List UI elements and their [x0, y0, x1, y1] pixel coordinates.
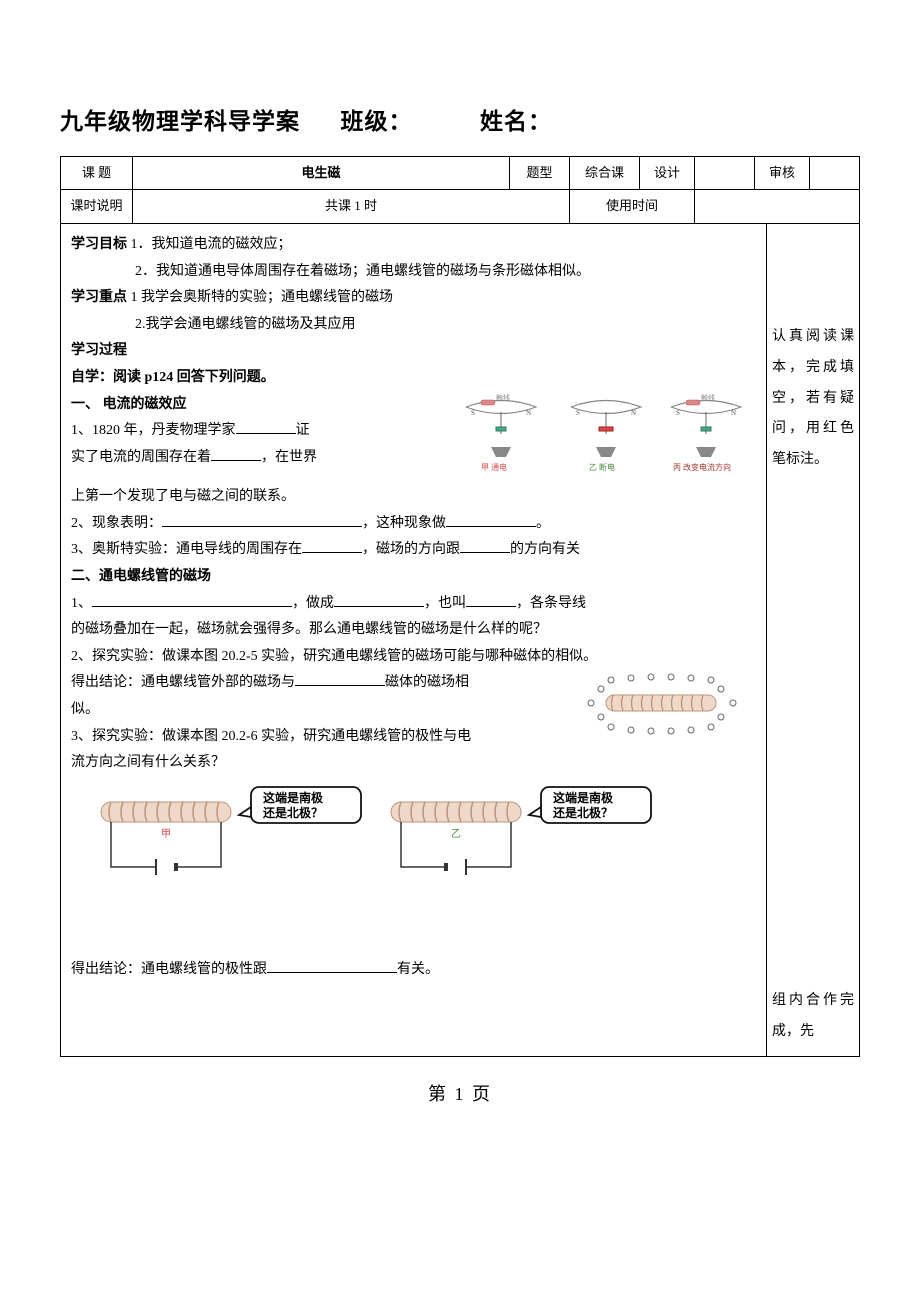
sec2-q1e: 的磁场叠加在一起，磁场就会强得多。那么通电螺线管的磁场是什么样的呢？ [71, 617, 756, 644]
sec2-q1a: 1、 [71, 596, 92, 611]
goals-line-1: 学习目标 1．我知道电流的磁效应； [71, 232, 756, 259]
bubble-1a: 这端是南极 [263, 790, 324, 805]
sec1-q1c: 实了电流的周围存在着 [71, 450, 211, 465]
hdr-usedate-label: 使用时间 [570, 190, 695, 224]
sec2-concl-a: 得出结论：通电螺线管的极性跟 [71, 962, 267, 977]
sec1-q2b: ，这种现象做 [362, 516, 446, 531]
sec1-q2a: 2、现象表明： [71, 516, 162, 531]
sec1-q1-l3: 上第一个发现了电与磁之间的联系。 [71, 484, 756, 511]
header-table: 课 题 电生磁 题型 综合课 设计 审核 课时说明 共课 1 时 使用时间 [60, 156, 860, 224]
hdr-type-value: 综合课 [570, 156, 640, 190]
blank [267, 958, 397, 973]
blank [211, 445, 261, 460]
solenoid-circuits-diagram: 甲 这端是南极 还是北极？ 乙 [71, 777, 671, 907]
sec2-q2: 2、探究实验：做课本图 20.2-5 实验，研究通电螺线管的磁场可能与哪种磁体的… [71, 644, 756, 671]
bubble-2a: 这端是南极 [553, 790, 614, 805]
sec1-q3: 3、奥斯特实验：通电导线的周围存在 ，磁场的方向跟 的方向有关 [71, 537, 756, 564]
focus-head: 学习重点 [71, 290, 127, 305]
caption-2: 乙 断电 [589, 462, 615, 472]
bubble-1b: 还是北极？ [262, 805, 323, 820]
blank [302, 538, 362, 553]
sec1-q1d: ，在世界 [261, 450, 317, 465]
sec1-head: 一、 电流的磁效应 [71, 392, 436, 419]
goal-2: 2．我知道通电导体周围存在着磁场；通电螺线管的磁场与条形磁体相似。 [71, 259, 756, 286]
hdr-topic-value: 电生磁 [133, 156, 510, 190]
sec1-q1b: 证 [296, 423, 310, 438]
sec2-q2r1c: 似。 [71, 697, 546, 724]
svg-text:S: S [676, 409, 680, 417]
sec1-q3c: 的方向有关 [510, 542, 580, 557]
blank [295, 671, 385, 686]
main-column: 学习目标 1．我知道电流的磁效应； 2．我知道通电导体周围存在着磁场；通电螺线管… [61, 224, 767, 1056]
compass-diagram: 触线 S N 甲 通电 S N [436, 392, 756, 474]
sec2-q3: 3、探究实验：做课本图 20.2-6 实验，研究通电螺线管的极性与电 [71, 724, 546, 751]
page-number: 第 1 页 [60, 1077, 860, 1111]
sec2-head: 二、通电螺线管的磁场 [71, 564, 756, 591]
sidebar-column: 认真阅读课本，完成填空，若有疑问，用红色笔标注。 组内合作完成，先 [767, 224, 859, 1056]
worksheet-body: 学习目标 1．我知道电流的磁效应； 2．我知道通电导体周围存在着磁场；通电螺线管… [60, 224, 860, 1057]
svg-text:N: N [631, 409, 636, 417]
sec2-q1b: ，做成 [292, 596, 334, 611]
blank [162, 511, 362, 526]
svg-text:S: S [471, 409, 475, 417]
sec1-q1-l1: 1、1820 年，丹麦物理学家 证 [71, 418, 436, 445]
blank [460, 538, 510, 553]
svg-text:S: S [576, 409, 580, 417]
blank [334, 591, 424, 606]
caption-3: 丙 改变电流方向 [673, 462, 731, 472]
blank [466, 591, 516, 606]
focus-line-1: 学习重点 1 我学会奥斯特的实验；通电螺线管的磁场 [71, 285, 756, 312]
sec2-q2r1b: 磁体的磁场相 [385, 675, 469, 690]
hdr-review-value [810, 156, 860, 190]
svg-text:N: N [731, 409, 736, 417]
solenoid-filings-diagram [566, 670, 756, 740]
sec1-q1-l2: 实了电流的周围存在着 ，在世界 [71, 445, 436, 472]
sec2-q1: 1、 ，做成 ，也叫 ，各条导线 [71, 591, 756, 618]
hdr-period-value: 共课 1 时 [133, 190, 570, 224]
bubble-2b: 还是北极？ [552, 805, 613, 820]
focus-2: 2.我学会通电螺线管的磁场及其应用 [71, 312, 756, 339]
goals-head: 学习目标 [71, 237, 127, 252]
hdr-design-label: 设计 [640, 156, 695, 190]
goal-1: 1．我知道电流的磁效应； [127, 237, 292, 252]
hdr-review-label: 审核 [755, 156, 810, 190]
sec2-q1c: ，也叫 [424, 596, 466, 611]
sec1-q3a: 3、奥斯特实验：通电导线的周围存在 [71, 542, 302, 557]
page-title: 九年级物理学科导学案 班级： 姓名： [60, 100, 860, 144]
hdr-design-value [695, 156, 755, 190]
sec1-q1a: 1、1820 年，丹麦物理学家 [71, 423, 236, 438]
selfstudy: 自学：阅读 p124 回答下列问题。 [71, 365, 756, 392]
hdr-topic-label: 课 题 [61, 156, 133, 190]
blank [92, 591, 292, 606]
side-note-1: 认真阅读课本，完成填空，若有疑问，用红色笔标注。 [772, 322, 854, 476]
label-jia: 甲 [161, 829, 171, 840]
hdr-type-label: 题型 [510, 156, 570, 190]
sec2-q3b: 流方向之间有什么关系？ [71, 750, 546, 777]
blank [236, 419, 296, 434]
process-head: 学习过程 [71, 338, 756, 365]
sec2-q2r1: 得出结论：通电螺线管外部的磁场与 磁体的磁场相 [71, 670, 546, 697]
svg-text:N: N [526, 409, 531, 417]
side-note-2: 组内合作完成，先 [772, 986, 854, 1048]
hdr-period-label: 课时说明 [61, 190, 133, 224]
sec2-concl-b: 有关。 [397, 962, 439, 977]
focus-1: 1 我学会奥斯特的实验；通电螺线管的磁场 [127, 290, 393, 305]
label-yi: 乙 [451, 828, 461, 840]
sec2-q2r1a: 得出结论：通电螺线管外部的磁场与 [71, 675, 295, 690]
caption-1: 甲 通电 [481, 462, 507, 472]
hdr-usedate-value [695, 190, 860, 224]
sec2-q1d: ，各条导线 [516, 596, 586, 611]
blank [446, 511, 536, 526]
sec1-q2: 2、现象表明： ，这种现象做 。 [71, 511, 756, 538]
sec1-q2c: 。 [536, 516, 550, 531]
sec1-q3b: ，磁场的方向跟 [362, 542, 460, 557]
sec2-conclusion: 得出结论：通电螺线管的极性跟 有关。 [71, 957, 756, 984]
